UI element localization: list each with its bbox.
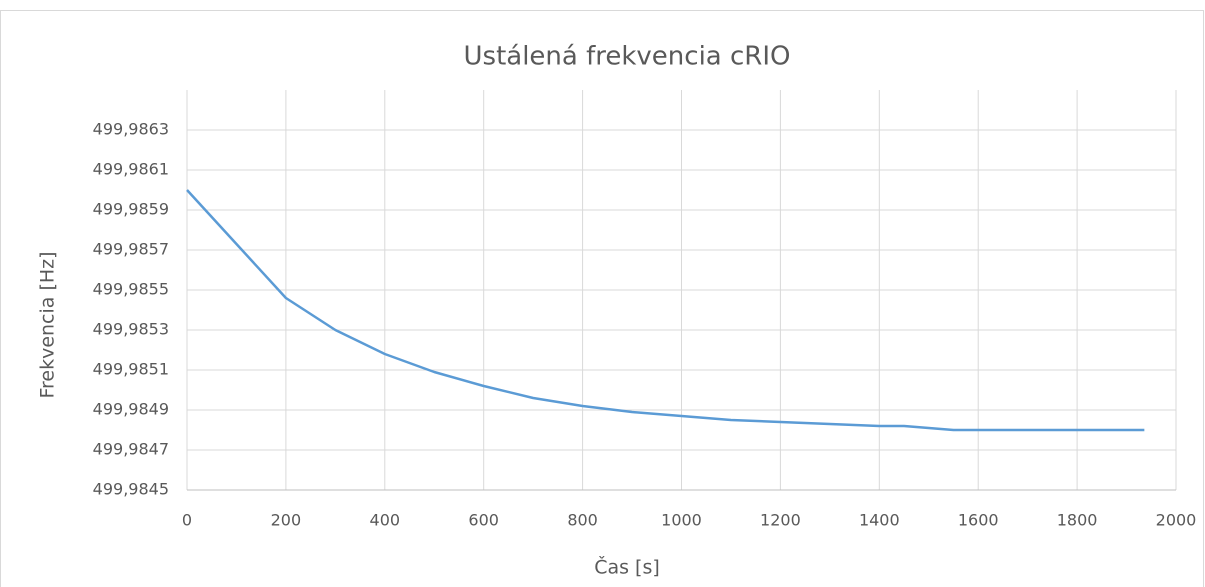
x-tick-label: 400 xyxy=(370,511,401,530)
data-line xyxy=(186,189,1145,432)
y-tick-label: 499,9857 xyxy=(93,240,169,259)
chart-border xyxy=(0,10,1204,587)
x-tick-label: 200 xyxy=(271,511,302,530)
y-tick-label: 499,9851 xyxy=(93,360,169,379)
x-tick-label: 0 xyxy=(182,511,192,530)
y-tick-label: 499,9861 xyxy=(93,160,169,179)
y-tick-label: 499,9853 xyxy=(93,320,169,339)
x-axis-label: Čas [s] xyxy=(594,555,660,579)
x-tick-label: 1000 xyxy=(661,511,702,530)
x-tick-label: 2000 xyxy=(1156,511,1197,530)
x-tick-label: 1600 xyxy=(958,511,999,530)
y-tick-label: 499,9849 xyxy=(93,400,169,419)
x-tick-label: 1200 xyxy=(760,511,801,530)
y-tick-label: 499,9855 xyxy=(93,280,169,299)
chart-title: Ustálená frekvencia cRIO xyxy=(464,42,791,72)
y-axis-label: Frekvencia [Hz] xyxy=(37,251,59,398)
y-tick-label: 499,9847 xyxy=(93,440,169,459)
y-tick-label: 499,9845 xyxy=(93,480,169,499)
x-tick-label: 600 xyxy=(468,511,499,530)
x-tick-label: 1400 xyxy=(859,511,900,530)
y-tick-label: 499,9859 xyxy=(93,200,169,219)
y-tick-label: 499,9863 xyxy=(93,120,169,139)
x-tick-label: 1800 xyxy=(1057,511,1098,530)
x-tick-label: 800 xyxy=(567,511,598,530)
